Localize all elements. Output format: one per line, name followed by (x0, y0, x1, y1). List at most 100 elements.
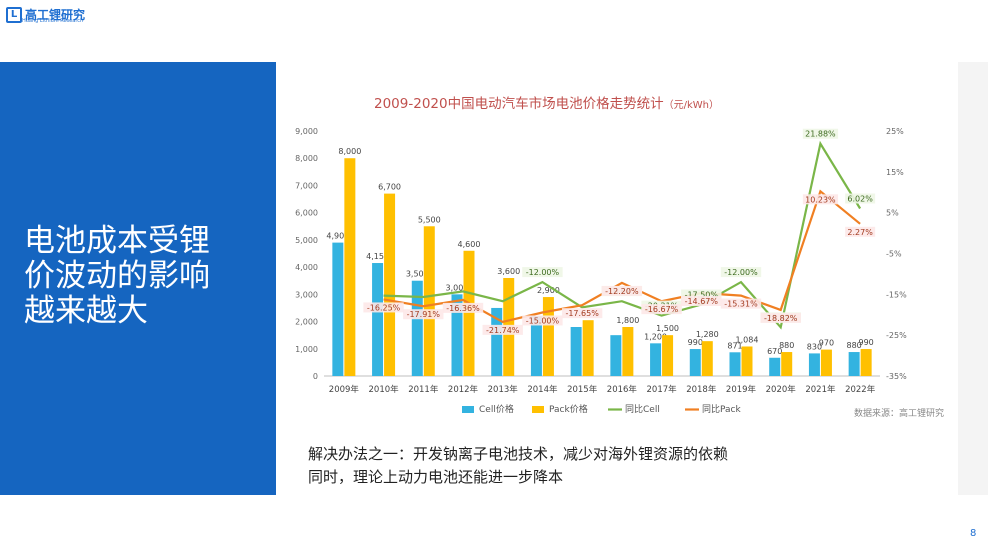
cell-price-bar (610, 335, 622, 376)
pack-price-label: 8,000 (338, 147, 361, 156)
pack-price-bar (542, 297, 554, 376)
yoy-pack-label: -14.67% (685, 297, 719, 306)
yoy-pack-label: 10.23% (805, 195, 836, 204)
pack-price-bar (741, 346, 753, 376)
y2-tick-label: 15% (886, 168, 904, 177)
y-tick-label: 1,000 (295, 345, 318, 354)
yoy-pack-label-bg (681, 295, 722, 306)
y-tick-label: 8,000 (295, 154, 318, 163)
pack-price-bar (344, 158, 356, 376)
yoy-pack-label: -12.20% (605, 287, 639, 296)
cell-price-bar (769, 357, 781, 376)
yoy-pack-label: -18.82% (764, 314, 798, 323)
yoy-pack-label-bg (641, 304, 682, 315)
cell-price-bar (411, 280, 423, 376)
y2-tick-label: 25% (886, 127, 904, 136)
right-strip (958, 62, 988, 495)
yoy-cell-label-bg (720, 267, 762, 278)
yoy-pack-label-bg (363, 302, 404, 313)
logo-mark: L (6, 6, 22, 23)
pack-price-bar (622, 327, 634, 376)
y-tick-label: 9,000 (295, 127, 318, 136)
yoy-pack-label-bg (522, 315, 563, 326)
pack-price-label: 1,800 (616, 316, 639, 325)
cell-price-bar (808, 353, 820, 376)
yoy-pack-label: -21.74% (486, 326, 520, 335)
legend-label: Pack价格 (549, 403, 588, 415)
x-tick-label: 2011年 (408, 384, 439, 395)
yoy-pack-label-bg (760, 312, 801, 323)
pack-price-bar (781, 352, 793, 376)
legend-label: Cell价格 (479, 403, 514, 415)
x-tick-label: 2014年 (527, 384, 558, 395)
legend-swatch (462, 406, 474, 413)
slide-title-line: 价波动的影响 (24, 258, 210, 294)
cell-price-bar (729, 352, 741, 376)
slide-title-line: 越来越大 (24, 293, 148, 329)
cell-price-label: 830 (807, 342, 822, 351)
note-line: 同时，理论上动力电池还能进一步降本 (308, 468, 564, 486)
cell-price-bar (689, 349, 701, 376)
yoy-cell-label: -12.00% (526, 268, 560, 277)
yoy-pack-label-bg (845, 226, 876, 237)
data-source: 数据来源：高工锂研究 (854, 409, 945, 419)
cell-price-bar (530, 316, 542, 376)
logo-text: 高工锂研究 (25, 8, 86, 22)
y2-tick-label: -35% (886, 372, 907, 381)
y-tick-label: 0 (313, 372, 318, 381)
y2-tick-label: -15% (886, 290, 907, 299)
chart-title-text: 2009-2020中国电动汽车市场电池价格走势统计 (374, 96, 664, 112)
yoy-pack-label-bg (403, 309, 444, 320)
x-tick-label: 2018年 (686, 384, 717, 395)
logo: L 高工锂研究 (6, 6, 85, 23)
x-tick-label: 2010年 (369, 384, 400, 395)
yoy-pack-label-bg (601, 285, 643, 296)
pack-price-bar (662, 335, 674, 376)
yoy-pack-label: 2.27% (847, 228, 873, 237)
cell-price-bar (332, 242, 344, 376)
yoy-cell-label-bg (522, 267, 563, 278)
pack-price-bar (582, 320, 594, 376)
y-tick-label: 6,000 (295, 209, 318, 218)
cell-price-label: 4,150 (366, 252, 389, 261)
yoy-cell-label: 21.88% (805, 130, 836, 139)
yoy-cell-label-bg (845, 193, 876, 204)
x-tick-label: 2021年 (805, 384, 836, 395)
y2-tick-label: -5% (886, 250, 902, 259)
cell-price-label: 3,000 (446, 283, 469, 292)
y-tick-label: 7,000 (295, 181, 318, 190)
note-line: 解决办法之一：开发钠离子电池技术，减少对海外锂资源的依赖 (308, 445, 729, 463)
cell-price-label: 871 (727, 341, 742, 350)
yoy-cell-label: -17.50% (685, 291, 719, 300)
cell-price-bar (372, 263, 384, 376)
cell-price-label: 3,500 (406, 270, 429, 279)
y2-tick-label: -25% (886, 331, 907, 340)
pack-price-label: 5,500 (418, 215, 441, 224)
page-number: 8 (970, 528, 977, 539)
logo-subtext: Huang Lithium Research (22, 18, 84, 24)
cell-price-bar (650, 343, 662, 376)
pack-price-label: 1,084 (736, 335, 759, 344)
slide-title: 电池成本受锂 价波动的影响 越来越大 (24, 224, 210, 329)
pack-price-bar (701, 341, 713, 376)
pack-price-label: 1,280 (696, 330, 719, 339)
y2-tick-label: 5% (886, 209, 899, 218)
cell-price-bar (451, 294, 463, 376)
x-tick-label: 2015年 (567, 384, 598, 395)
x-tick-label: 2016年 (607, 384, 638, 395)
yoy-pack-label-bg (720, 298, 762, 309)
pack-price-label: 1,500 (656, 324, 679, 333)
yoy-pack-label-bg (482, 324, 523, 335)
yoy-pack-line (383, 189, 861, 324)
chart-title-unit: （元/kWh） (663, 100, 719, 111)
pack-price-label: 3,600 (497, 267, 520, 276)
legend-swatch (532, 406, 544, 413)
pack-price-label: 990 (859, 338, 874, 347)
pack-price-label: 880 (779, 341, 794, 350)
pack-price-bar (463, 250, 475, 376)
legend-label: 同比Cell (625, 403, 660, 415)
x-tick-label: 2017年 (647, 384, 678, 395)
y-tick-label: 5,000 (295, 236, 318, 245)
pack-price-label: 970 (819, 339, 834, 348)
